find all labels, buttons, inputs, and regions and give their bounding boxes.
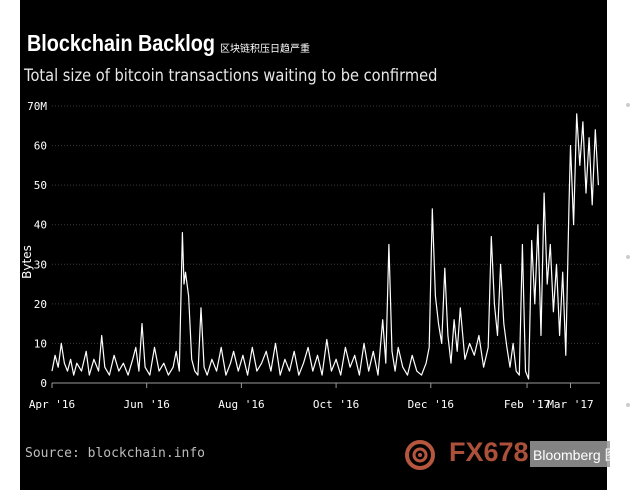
x-tick-label: Oct '16 — [313, 398, 359, 411]
edge-marker — [626, 255, 630, 259]
y-axis-ticks: 0 10 20 30 40 50 60 70M — [27, 100, 47, 390]
x-tick-label: Mar '17 — [547, 398, 593, 411]
series-line — [52, 114, 598, 379]
y-tick-label: 0 — [40, 377, 47, 390]
x-tick-label: Aug '16 — [218, 398, 264, 411]
y-axis-label: Bytes — [20, 245, 34, 279]
y-tick-label: 60 — [34, 140, 47, 153]
edge-marker — [626, 403, 630, 407]
y-tick-label: 20 — [34, 298, 47, 311]
series-group — [52, 114, 598, 379]
edge-marker — [626, 103, 630, 107]
x-tick-label: Apr '16 — [29, 398, 75, 411]
x-axis-ticks: Apr '16 Jun '16 Aug '16 Oct '16 Dec '16 Feb '… — [29, 383, 594, 411]
y-tick-label: 30 — [34, 258, 47, 271]
y-tick-label: 50 — [34, 179, 47, 192]
y-tick-label: 10 — [34, 337, 47, 350]
x-tick-label: Dec '16 — [408, 398, 454, 411]
bloomberg-badge-mark: 图 — [605, 447, 619, 463]
watermark-text: FX678 — [449, 437, 529, 468]
bloomberg-badge-text: Bloomberg 图 — [533, 445, 619, 465]
bloomberg-badge-label: Bloomberg — [533, 447, 601, 463]
source-note: Source: blockchain.info — [25, 446, 205, 461]
x-tick-label: Feb '17 — [504, 398, 550, 411]
y-tick-label: 40 — [34, 219, 47, 232]
y-tick-label: 70M — [27, 100, 47, 113]
x-tick-label: Jun '16 — [124, 398, 170, 411]
fx678-logo-icon — [405, 440, 439, 470]
